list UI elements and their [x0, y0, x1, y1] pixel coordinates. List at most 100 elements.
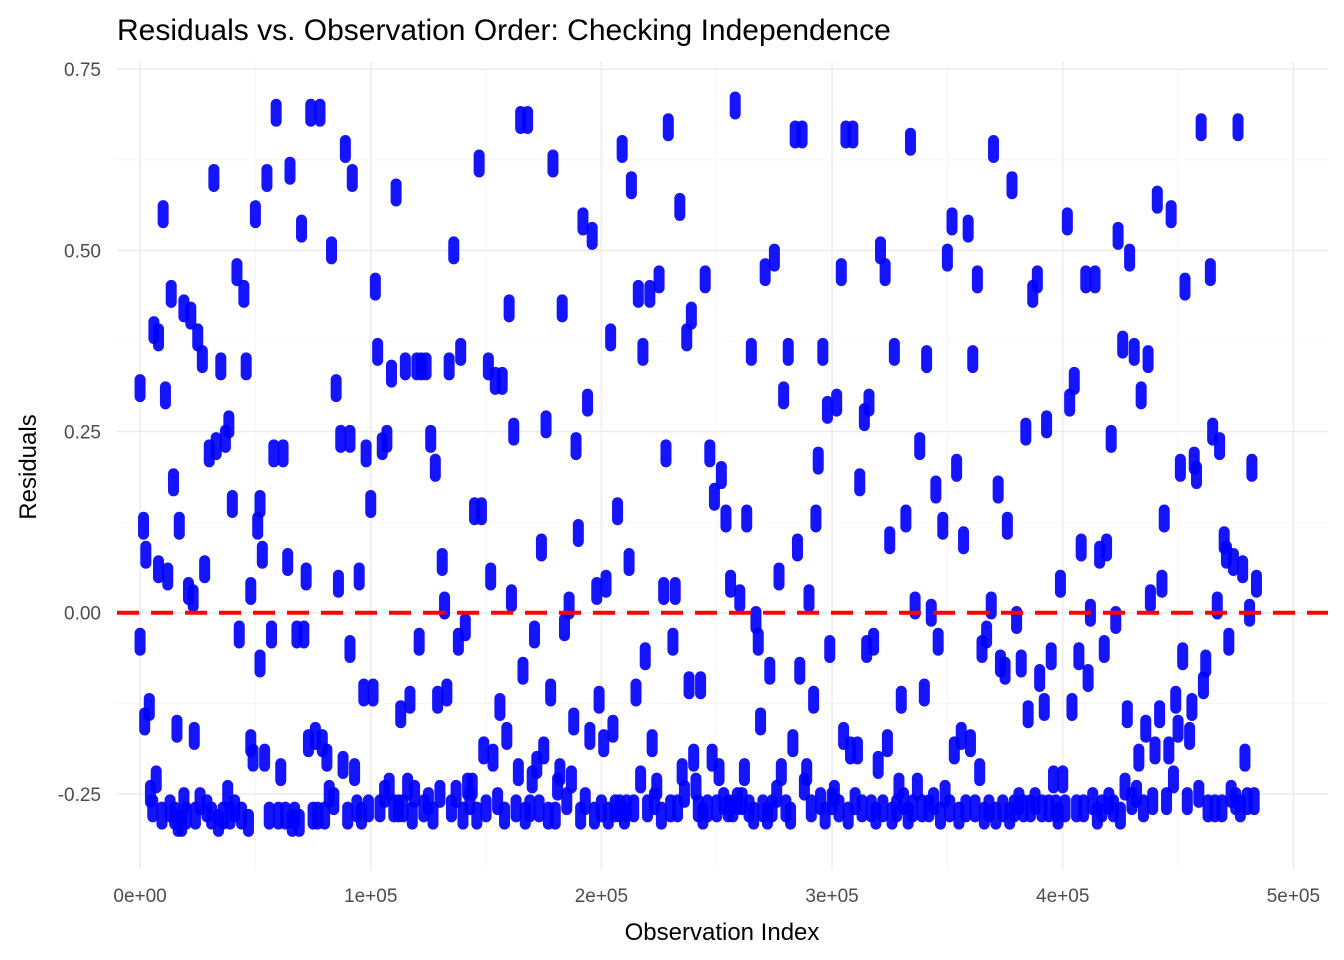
- scatter-point: [628, 794, 640, 823]
- scatter-point: [690, 772, 702, 801]
- scatter-point: [360, 439, 372, 468]
- scatter-point: [245, 577, 257, 606]
- scatter-point: [768, 243, 780, 272]
- scatter-point: [420, 352, 432, 381]
- scatter-point: [1161, 787, 1173, 816]
- scatter-point: [944, 794, 956, 823]
- scatter-point: [572, 519, 584, 548]
- scatter-point: [1068, 366, 1080, 395]
- scatter-point: [344, 424, 356, 453]
- scatter-point: [930, 475, 942, 504]
- x-tick-label: 0e+00: [113, 886, 166, 907]
- scatter-point: [593, 685, 605, 714]
- scatter-point: [577, 207, 589, 236]
- scatter-point: [748, 801, 760, 830]
- scatter-point: [921, 345, 933, 374]
- scatter-point: [522, 105, 534, 134]
- scatter-point: [1124, 243, 1136, 272]
- scatter-point: [321, 743, 333, 772]
- scatter-point: [180, 801, 192, 830]
- y-axis-label: Residuals: [15, 414, 42, 519]
- x-axis-label: Observation Index: [625, 919, 820, 946]
- scatter-point: [985, 591, 997, 620]
- scatter-point: [185, 301, 197, 330]
- scatter-point: [605, 323, 617, 352]
- scatter-point: [358, 678, 370, 707]
- scatter-point: [266, 620, 278, 649]
- scatter-point: [256, 540, 268, 569]
- scatter-point: [582, 388, 594, 417]
- scatter-point: [879, 258, 891, 287]
- scatter-point: [554, 758, 566, 787]
- scatter-point: [298, 620, 310, 649]
- scatter-point: [1031, 265, 1043, 294]
- scatter-point: [1045, 642, 1057, 671]
- scatter-point: [632, 279, 644, 308]
- scatter-point: [138, 511, 150, 540]
- scatter-point: [450, 779, 462, 808]
- scatter-point: [254, 490, 266, 519]
- scatter-point: [561, 787, 573, 816]
- scatter-point: [1114, 801, 1126, 830]
- scatter-point: [441, 678, 453, 707]
- scatter-point: [385, 359, 397, 388]
- scatter-point: [1121, 700, 1133, 729]
- scatter-point: [404, 685, 416, 714]
- x-tick-label: 2e+05: [575, 886, 628, 907]
- scatter-point: [782, 337, 794, 366]
- scatter-point: [187, 584, 199, 613]
- scatter-point: [835, 258, 847, 287]
- scatter-point: [600, 569, 612, 598]
- scatter-point: [598, 729, 610, 758]
- scatter-point: [794, 656, 806, 685]
- scatter-point: [625, 171, 637, 200]
- scatter-point: [741, 504, 753, 533]
- scatter-point: [1061, 207, 1073, 236]
- scatter-point: [1001, 511, 1013, 540]
- scatter-point: [153, 555, 165, 584]
- scatter-point: [1186, 692, 1198, 721]
- scatter-point: [821, 395, 833, 424]
- scatter-point: [803, 584, 815, 613]
- scatter-point: [293, 808, 305, 837]
- scatter-point: [1059, 794, 1071, 823]
- scatter-point: [1011, 605, 1023, 634]
- scatter-point: [270, 98, 282, 127]
- scatter-point: [538, 736, 550, 765]
- scatter-point: [496, 366, 508, 395]
- scatter-point: [1015, 649, 1027, 678]
- scatter-point: [1147, 787, 1159, 816]
- scatter-point: [676, 758, 688, 787]
- y-axis-tick-labels: -0.25 0.00 0.25 0.50 0.75: [58, 60, 101, 806]
- scatter-point: [529, 620, 541, 649]
- scatter-point: [787, 729, 799, 758]
- scatter-point: [955, 721, 967, 750]
- scatter-point: [699, 265, 711, 294]
- scatter-point: [1172, 714, 1184, 743]
- scatter-point: [330, 374, 342, 403]
- scatter-point: [1057, 765, 1069, 794]
- scatter-point: [914, 432, 926, 461]
- scatter-point: [1216, 794, 1228, 823]
- scatter-point: [805, 794, 817, 823]
- scatter-point: [875, 236, 887, 265]
- scatter-point: [771, 779, 783, 808]
- scatter-point: [868, 627, 880, 656]
- scatter-point: [173, 511, 185, 540]
- scatter-point: [284, 156, 296, 185]
- scatter-point: [900, 504, 912, 533]
- scatter-point: [223, 410, 235, 439]
- scatter-point: [775, 758, 787, 787]
- scatter-point: [704, 439, 716, 468]
- scatter-point: [1197, 671, 1209, 700]
- scatter-point: [616, 134, 628, 163]
- scatter-point: [1214, 432, 1226, 461]
- scatter-point: [655, 801, 667, 830]
- scatter-point: [1117, 330, 1129, 359]
- scatter-point: [210, 432, 222, 461]
- y-tick-label: 0.75: [64, 60, 101, 81]
- scatter-point: [259, 743, 271, 772]
- y-tick-label: -0.25: [58, 785, 101, 806]
- scatter-point: [591, 577, 603, 606]
- scatter-point: [817, 337, 829, 366]
